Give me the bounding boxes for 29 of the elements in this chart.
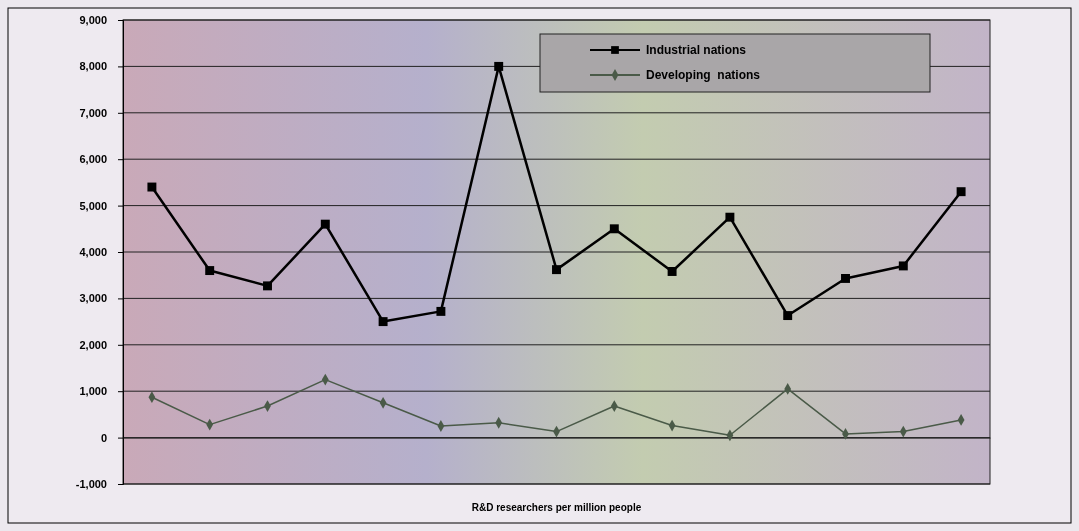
point	[263, 281, 272, 291]
y-tick-label: -1,000	[75, 478, 107, 491]
y-tick-label: 7,000	[79, 106, 107, 119]
point	[956, 187, 966, 197]
legend-label: Industrial nations	[646, 43, 747, 57]
point	[783, 311, 793, 321]
y-tick-label: 6,000	[79, 153, 107, 166]
y-tick-label: 0	[100, 431, 107, 444]
point	[378, 317, 388, 327]
point	[320, 219, 330, 229]
y-tick-label: 9,000	[79, 14, 107, 27]
point	[667, 267, 677, 276]
x-axis-title: R&D researchers per million people	[471, 502, 642, 513]
y-tick-label: 4,000	[79, 246, 107, 259]
y-tick-label: 2,000	[79, 338, 107, 351]
point	[552, 265, 561, 275]
legend-label: Developing nations	[646, 68, 761, 82]
point	[147, 182, 157, 192]
y-tick-label: 8,000	[79, 60, 107, 73]
point	[898, 261, 908, 271]
y-tick-label: 5,000	[79, 199, 107, 212]
point	[205, 266, 215, 276]
point	[725, 212, 735, 222]
point	[436, 306, 446, 316]
y-tick-label: 3,000	[79, 292, 107, 305]
point	[609, 224, 619, 234]
point	[494, 61, 504, 71]
point	[841, 273, 850, 283]
y-tick-label: 1,000	[79, 385, 107, 398]
